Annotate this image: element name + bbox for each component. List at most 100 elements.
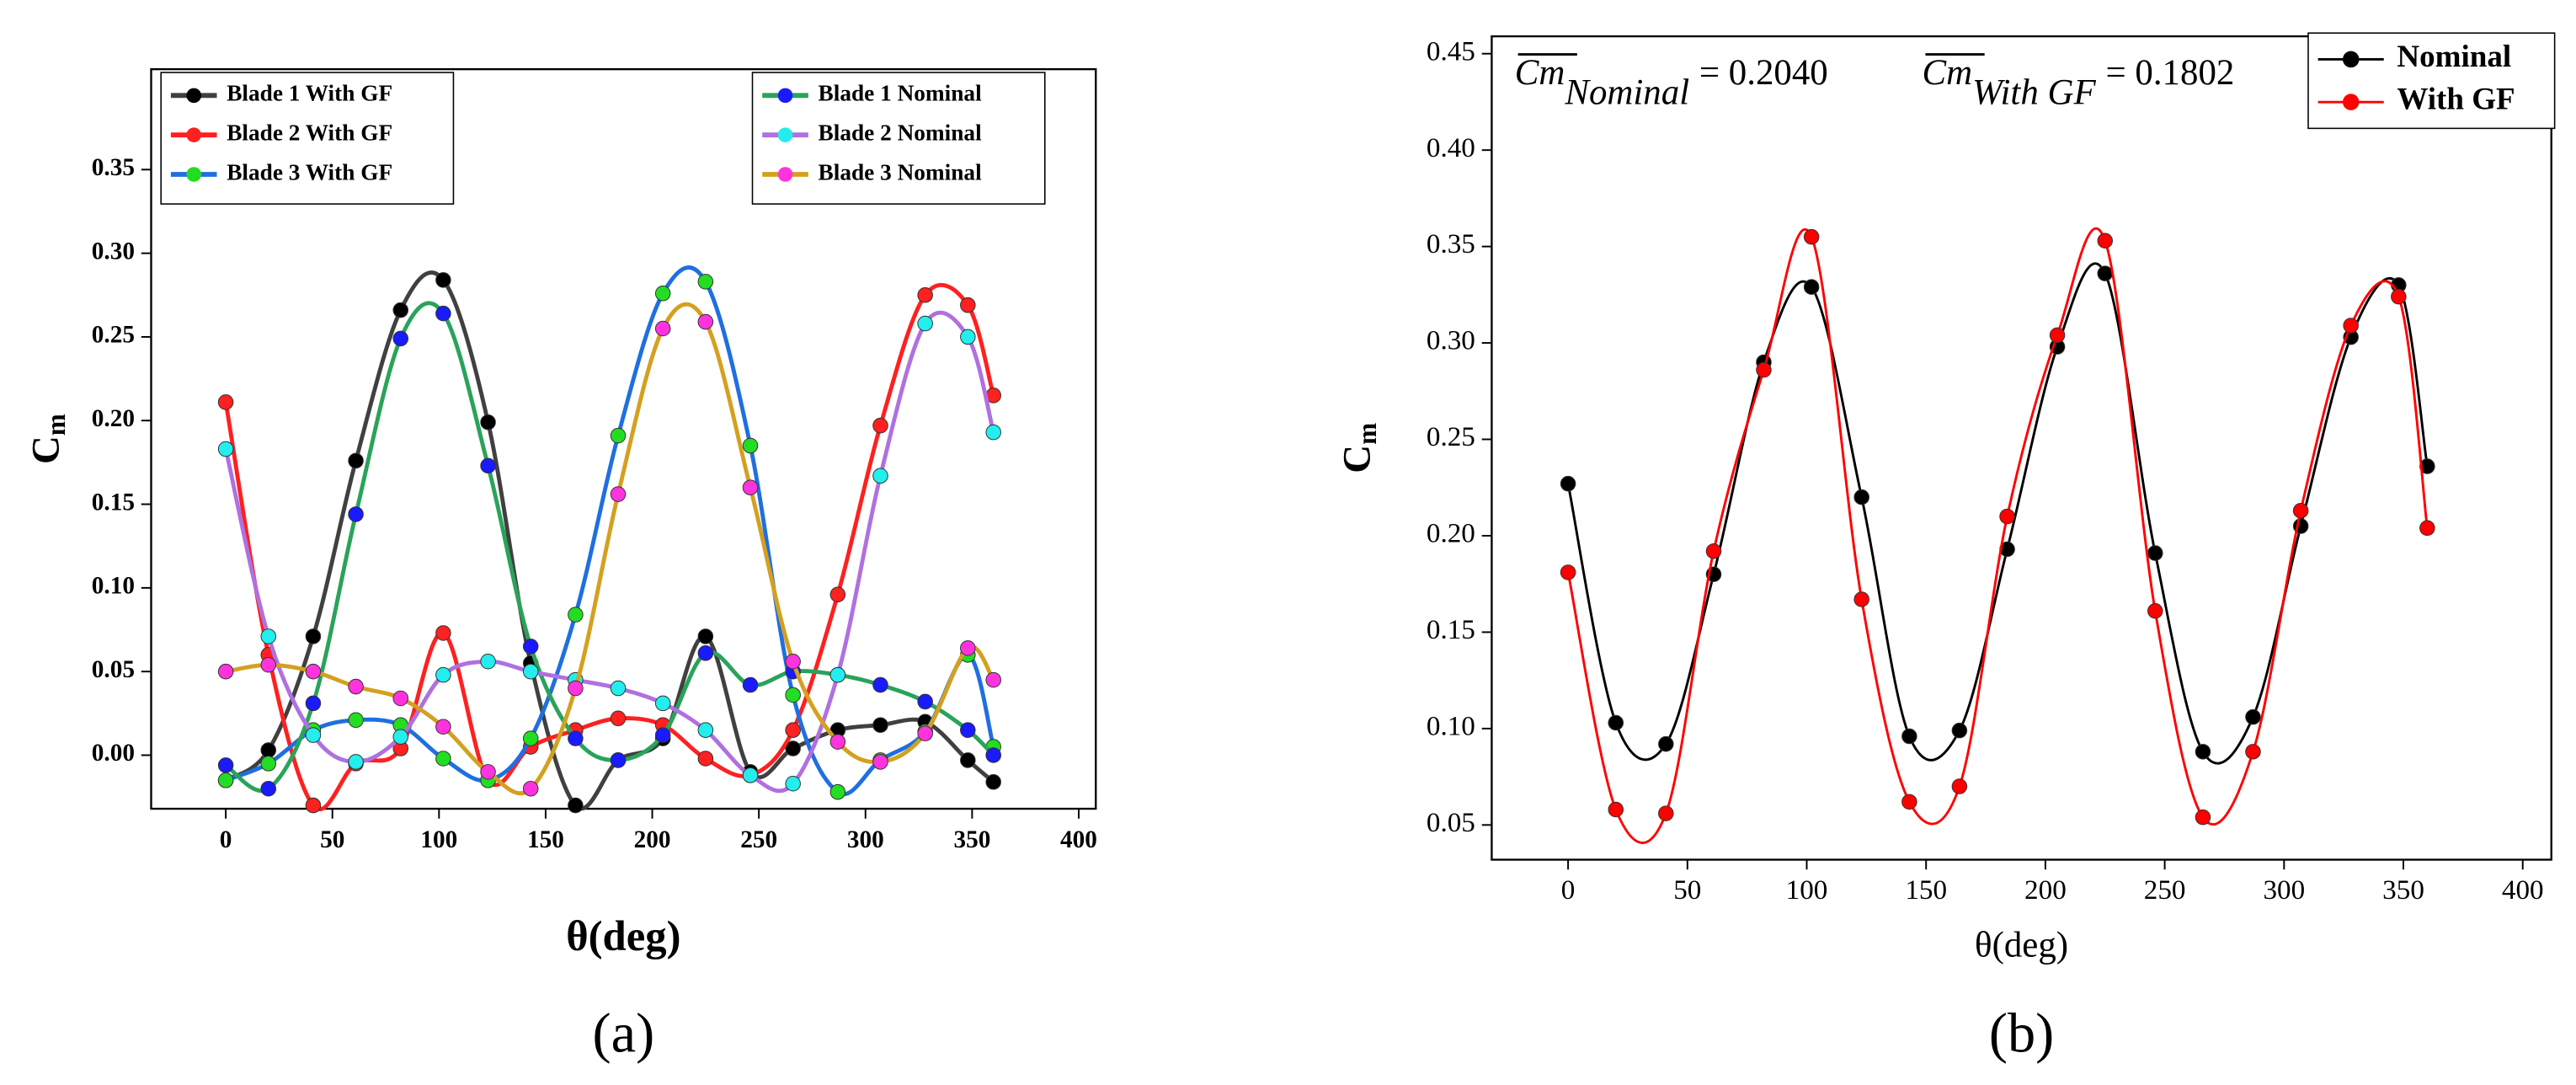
y-axis-label: Cm — [24, 414, 71, 464]
data-point — [1999, 508, 2015, 525]
data-point — [348, 712, 364, 729]
y-tick-label: 0.25 — [92, 322, 135, 349]
legend-label: Blade 1 Nominal — [819, 81, 983, 106]
y-tick-label: 0.10 — [92, 573, 135, 600]
legend-label: Nominal — [2397, 40, 2511, 74]
y-tick-label: 0.40 — [1427, 132, 1475, 163]
data-point — [217, 441, 234, 457]
data-point — [522, 663, 539, 680]
x-tick-label: 50 — [1673, 874, 1701, 906]
data-point — [960, 640, 976, 656]
series-line — [223, 310, 996, 794]
x-tick-label: 250 — [740, 826, 777, 853]
annotation: CmWith GF = 0.1802 — [1923, 53, 2235, 112]
series-line — [225, 302, 995, 796]
data-point — [217, 663, 234, 680]
data-point — [305, 663, 322, 680]
data-point — [348, 754, 364, 770]
data-point — [872, 468, 888, 484]
legend-label: Blade 2 Nominal — [819, 120, 983, 145]
data-point — [985, 773, 1001, 790]
data-point — [1705, 543, 1722, 559]
data-point — [1560, 564, 1576, 580]
y-axis-label-main: C — [1335, 445, 1379, 473]
data-point — [697, 645, 714, 661]
data-point — [610, 752, 627, 768]
data-point — [785, 775, 801, 792]
x-axis-label: θ(deg) — [566, 912, 680, 959]
data-point — [697, 628, 714, 644]
data-point — [654, 695, 671, 712]
data-point — [2292, 502, 2309, 519]
data-point — [872, 754, 888, 770]
data-point — [1951, 722, 1968, 739]
x-tick-label: 300 — [847, 826, 884, 853]
data-point — [305, 727, 322, 743]
data-point — [522, 730, 539, 746]
data-point — [522, 639, 539, 655]
annotation: CmNominal = 0.2040 — [1515, 53, 1828, 112]
legend-label: Blade 3 With GF — [227, 159, 392, 184]
x-tick-label: 300 — [2263, 874, 2305, 906]
data-point — [2419, 520, 2435, 537]
data-point — [1803, 228, 1820, 245]
data-point — [1951, 778, 1968, 794]
data-point — [960, 297, 976, 313]
data-point — [217, 772, 234, 788]
y-tick-label: 0.15 — [92, 489, 135, 516]
data-point — [568, 730, 584, 746]
data-point — [348, 452, 364, 469]
data-point — [1658, 735, 1674, 752]
data-point — [348, 506, 364, 522]
series-line — [224, 301, 995, 794]
data-point — [435, 719, 451, 735]
annotation-subscript: Nominal — [1564, 72, 1689, 112]
legend-marker — [186, 167, 201, 182]
legend-marker — [777, 127, 793, 142]
x-tick-label: 250 — [2144, 874, 2186, 906]
data-point — [435, 305, 451, 322]
y-axis-label-main: C — [24, 436, 67, 464]
x-tick-label: 0 — [1561, 874, 1576, 906]
data-point — [610, 486, 627, 502]
x-tick-label: 50 — [320, 826, 344, 853]
data-point — [217, 757, 234, 773]
data-point — [2419, 458, 2435, 474]
legend-label: Blade 3 Nominal — [819, 159, 983, 184]
data-point — [697, 274, 714, 290]
data-point — [872, 417, 888, 434]
plot-frame — [150, 67, 1097, 810]
data-point — [392, 330, 409, 347]
data-point — [610, 680, 627, 697]
data-point — [697, 751, 714, 767]
y-tick-label: 0.35 — [92, 154, 135, 181]
y-tick-label: 0.10 — [1427, 710, 1475, 741]
x-tick-label: 100 — [420, 826, 457, 853]
data-point — [654, 320, 671, 337]
data-point — [742, 767, 759, 783]
data-point — [2245, 708, 2261, 725]
data-point — [568, 680, 584, 697]
data-point — [960, 722, 976, 738]
data-point — [610, 427, 627, 444]
data-point — [392, 690, 409, 707]
x-tick-label: 200 — [634, 826, 671, 853]
data-point — [568, 607, 584, 623]
data-point — [392, 302, 409, 318]
legend-marker — [777, 88, 793, 104]
data-point — [697, 722, 714, 738]
data-point — [305, 628, 322, 644]
legend-label: Blade 2 With GF — [227, 120, 392, 145]
data-point — [1853, 591, 1869, 607]
legend-marker — [2342, 51, 2360, 68]
data-point — [435, 272, 451, 288]
data-point — [1901, 728, 1917, 745]
plot-frame — [1491, 35, 2552, 861]
data-point — [742, 437, 759, 454]
data-point — [985, 747, 1001, 763]
data-point — [2391, 288, 2407, 305]
x-tick-label: 200 — [2024, 874, 2067, 906]
y-tick-label: 0.20 — [92, 405, 135, 432]
data-point — [2147, 602, 2163, 619]
data-point — [348, 678, 364, 695]
